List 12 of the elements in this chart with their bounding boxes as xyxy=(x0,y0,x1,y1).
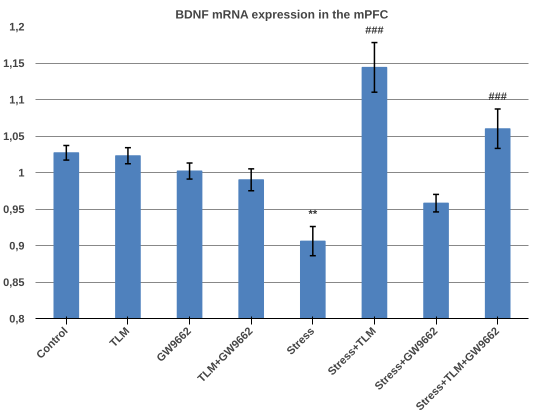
y-tick-label: 1 xyxy=(18,168,25,180)
annotation: ** xyxy=(308,208,318,221)
y-tick-label: 0,9 xyxy=(9,240,25,252)
annotation: ### xyxy=(365,24,384,37)
y-tick-label: 1,05 xyxy=(3,131,25,143)
y-tick-label: 1,15 xyxy=(3,58,25,70)
y-tick-label: 0,95 xyxy=(3,204,25,216)
y-tick-label: 0,85 xyxy=(3,277,25,289)
y-tick-label: 0,8 xyxy=(9,314,25,326)
chart-title: BDNF mRNA expression in the mPFC xyxy=(175,8,389,22)
y-tick-label: 1,1 xyxy=(9,94,25,106)
y-tick-label: 1,2 xyxy=(9,22,25,34)
